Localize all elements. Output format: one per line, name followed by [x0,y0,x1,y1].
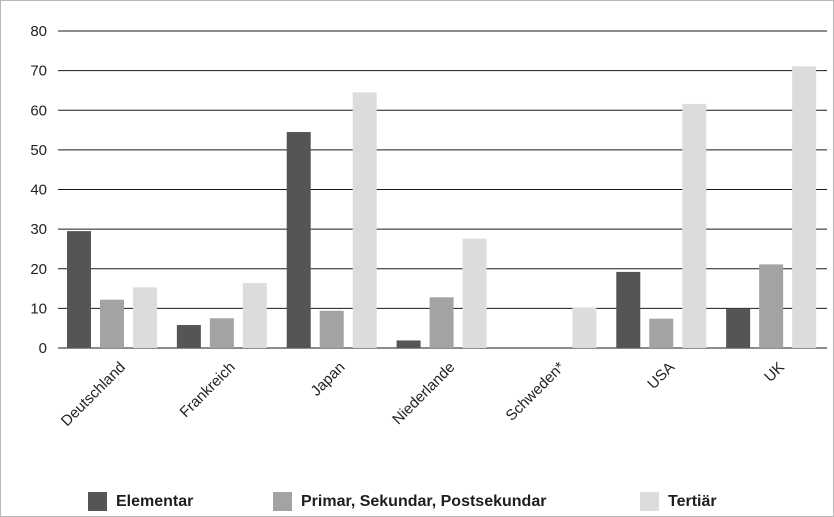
y-tick-label: 60 [30,102,47,119]
legend-item-primar: Primar, Sekundar, Postsekundar [273,492,546,511]
y-tick-label: 20 [30,261,47,278]
bar [209,318,234,348]
y-tick-label: 0 [39,340,47,357]
legend-label-elementar: Elementar [116,492,194,510]
bar [759,264,784,348]
legend: Elementar Primar, Sekundar, Postsekundar… [0,486,834,516]
legend-item-elementar: Elementar [88,492,193,511]
legend-swatch-primar [273,492,292,511]
bar [396,340,421,348]
bar [67,231,91,348]
legend-label-primar: Primar, Sekundar, Postsekundar [301,492,547,510]
bar-chart: 0 10 20 30 40 50 60 70 80 Deutschland Frankreich Ja… [30,23,827,430]
x-tick-label: Deutschland [58,359,129,430]
bar [429,297,454,348]
bar [462,238,487,348]
legend-item-tertiaer: Tertiär [640,492,717,511]
y-tick-label: 50 [30,142,47,159]
bar [133,287,157,348]
y-tick-label: 80 [30,23,47,40]
y-tick-label: 30 [30,221,47,238]
x-tick-label: USA [644,359,678,393]
bar [176,325,201,348]
bar [616,271,641,348]
bar [242,283,267,348]
x-tick-label: Japan [308,359,349,400]
x-tick-label: Schweden* [503,359,569,425]
legend-label-tertiaer: Tertiär [668,492,717,510]
bar [352,92,377,348]
bar [319,310,344,348]
bar [726,308,751,348]
bar [100,299,124,348]
legend-swatch-elementar [88,492,107,511]
legend-swatch-tertiaer [640,492,659,511]
x-tick-label: Niederlande [389,359,458,428]
x-tick-label: Frankreich [177,359,239,421]
y-tick-label: 10 [30,300,47,317]
bar [286,132,311,348]
x-tick-label: UK [761,359,788,386]
bar [649,318,674,348]
y-tick-label: 40 [30,182,47,199]
bar [682,103,707,348]
bar [572,307,597,348]
y-tick-label: 70 [30,63,47,80]
bar [792,66,817,349]
